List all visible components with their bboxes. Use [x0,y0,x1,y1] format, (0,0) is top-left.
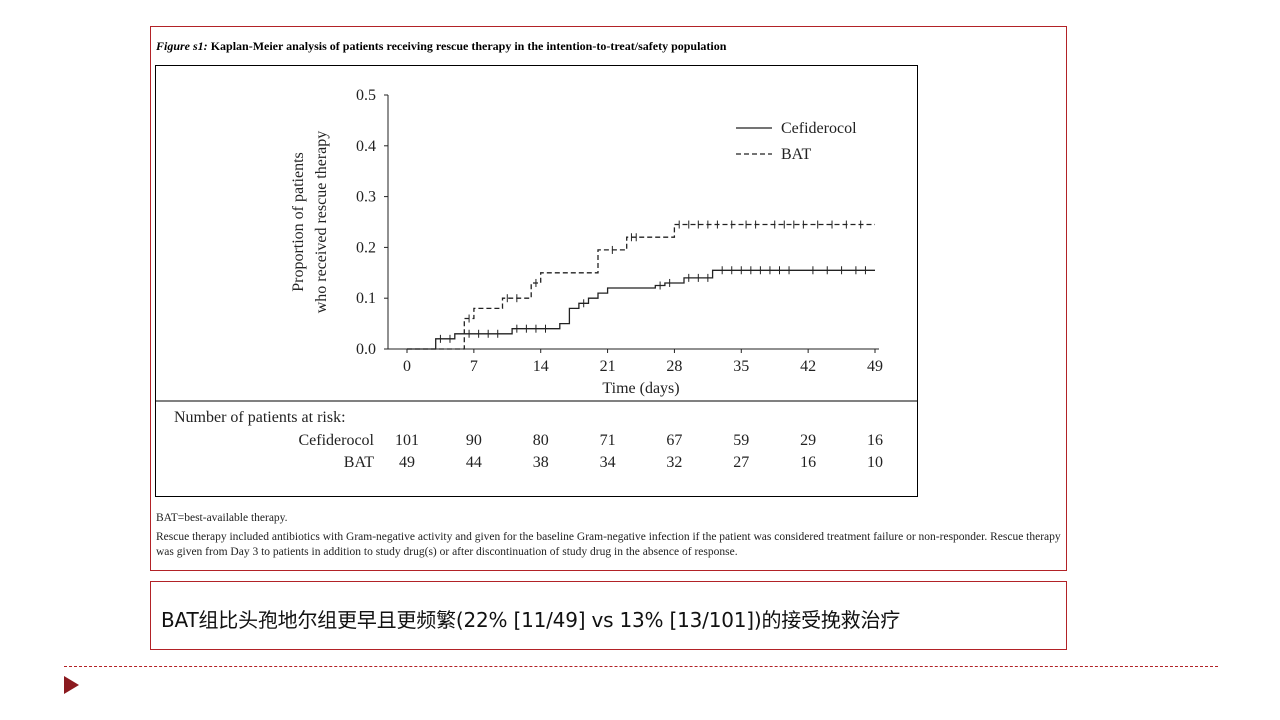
legend-label-cefiderocol: Cefiderocol [781,120,857,137]
y-axis-label-line2: who received rescue therapy [313,131,330,314]
figure-title: Figure s1: Kaplan-Meier analysis of pati… [156,39,726,54]
x-tick-label: 21 [600,358,616,375]
risk-value-cefiderocol: 67 [666,432,683,449]
play-arrow-icon [64,676,79,694]
y-tick-label: 0.1 [356,290,376,307]
risk-value-bat: 44 [465,454,482,471]
y-tick-label: 0.4 [356,138,376,155]
x-tick-label: 14 [533,358,549,375]
x-tick-label: 35 [733,358,749,375]
risk-value-bat: 27 [733,454,750,471]
risk-value-cefiderocol: 29 [800,432,817,449]
legend-label-bat: BAT [781,146,811,163]
risk-value-bat: 10 [867,454,883,471]
dashed-divider [64,666,1218,667]
km-plot-box: 0.0 0.1 0.2 0.3 0.4 0.5 0 7 14 21 28 35 42 49 Time (da… [155,65,918,497]
risk-table-heading: Number of patients at risk: [174,409,346,426]
risk-row-bat-name: BAT [343,454,374,471]
risk-row-cefiderocol-name: Cefiderocol [298,432,374,449]
x-tick-label: 49 [867,358,883,375]
figure-title-text: Kaplan-Meier analysis of patients receiv… [207,39,727,53]
risk-value-bat: 49 [399,454,415,471]
km-chart: 0.0 0.1 0.2 0.3 0.4 0.5 0 7 14 21 28 35 42 49 Time (da… [156,87,917,402]
footnote-rescue: Rescue therapy included antibiotics with… [156,531,1061,558]
y-axis-label-line1: Proportion of patients [290,152,307,292]
x-tick-label: 42 [800,358,816,375]
y-tick-label: 0.3 [356,189,376,206]
caption-box: BAT组比头孢地尔组更早且更频繁(22% [11/49] vs 13% [13/… [150,581,1067,650]
risk-value-cefiderocol: 101 [395,432,419,449]
risk-value-bat: 16 [800,454,817,471]
y-tick-label: 0.2 [356,239,376,256]
series-line-bat [407,223,875,350]
y-tick-label: 0.0 [356,341,376,358]
x-axis-label: Time (days) [602,380,679,397]
risk-value-bat: 32 [666,454,683,471]
risk-value-cefiderocol: 90 [465,432,482,449]
figure-title-label: Figure s1: [156,39,208,53]
x-tick-label: 0 [403,358,411,375]
x-tick-label: 28 [666,358,682,375]
figure-frame: Figure s1: Kaplan-Meier analysis of pati… [150,26,1067,571]
series-line-cefiderocol [407,269,875,350]
caption-text: BAT组比头孢地尔组更早且更频繁(22% [11/49] vs 13% [13/… [161,608,901,632]
risk-value-cefiderocol: 16 [867,432,883,449]
x-tick-label: 7 [470,358,478,375]
risk-value-cefiderocol: 80 [532,432,549,449]
risk-value-cefiderocol: 71 [599,432,616,449]
footnote-abbrev: BAT=best-available therapy. [156,512,288,524]
y-tick-label: 0.5 [356,87,376,104]
risk-value-bat: 34 [599,454,616,471]
risk-value-cefiderocol: 59 [733,432,750,449]
risk-value-bat: 38 [532,454,549,471]
